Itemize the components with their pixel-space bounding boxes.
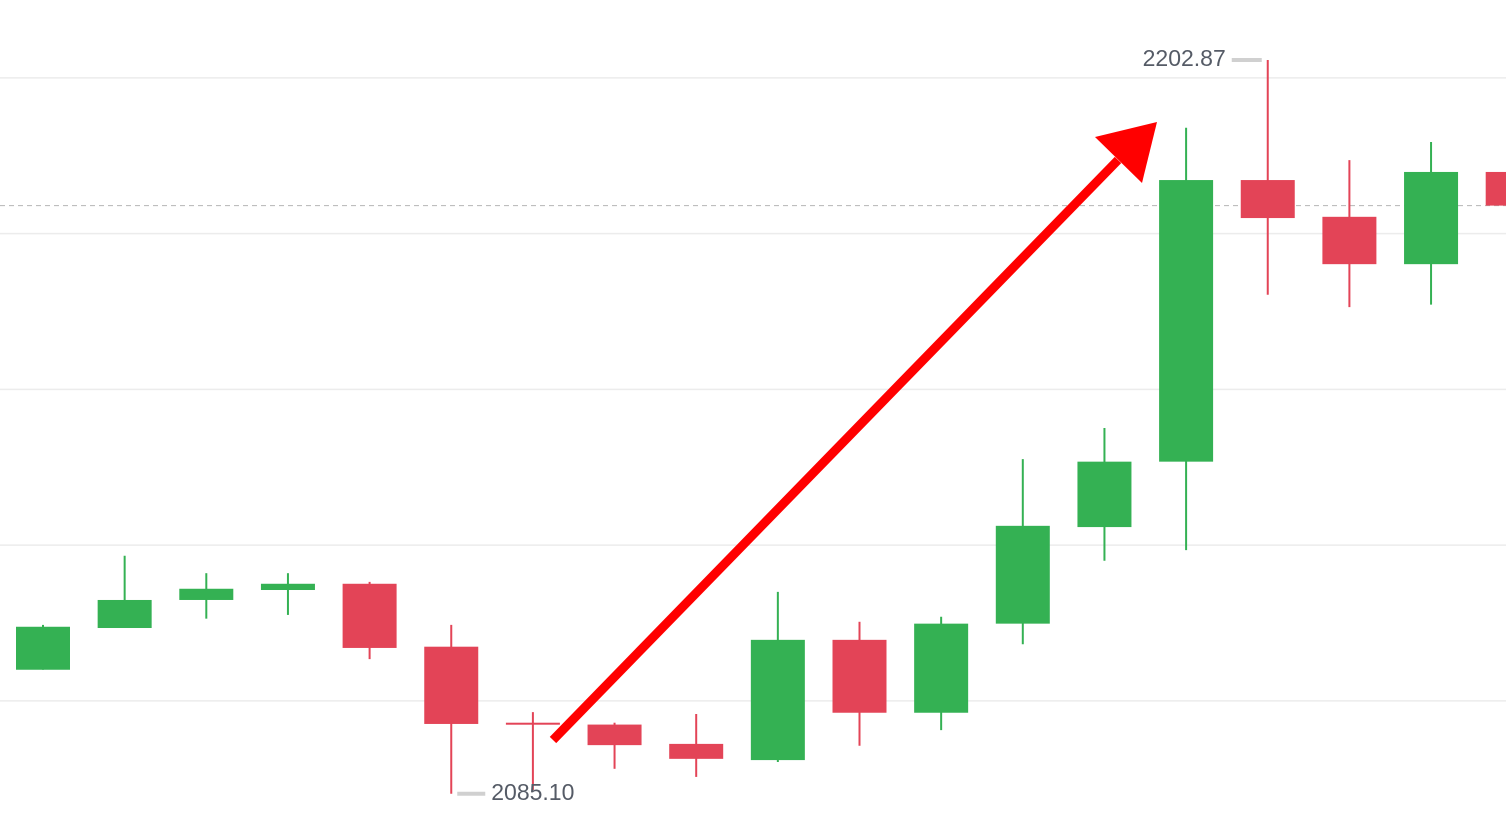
candle-body [97,599,152,629]
candle-body [1404,171,1459,265]
candle-body [1485,171,1506,206]
candle-body [914,623,969,713]
candle-body [424,646,479,724]
candle-body [179,588,234,600]
candle-body [995,525,1050,624]
candle-body [505,722,560,725]
candle-body [1077,461,1132,528]
grid [0,77,1506,702]
candle-body [16,626,70,670]
arrow-head [1095,122,1157,183]
candles [16,59,1506,794]
candle-body [669,743,724,759]
candle-body [587,724,642,746]
candle-body [342,583,397,648]
candle-body [1240,180,1295,219]
candle-body [750,639,805,761]
annotations: 2202.87 2085.10 [457,45,1262,805]
annotation-label: 2085.10 [491,779,574,805]
candle-body [260,583,315,591]
candle-body [1159,180,1214,462]
candle-body [1322,216,1377,265]
candle-body [832,639,887,713]
annotation-label: 2202.87 [1143,45,1226,71]
trend-arrow [549,122,1157,744]
arrow-shaft [549,156,1122,744]
